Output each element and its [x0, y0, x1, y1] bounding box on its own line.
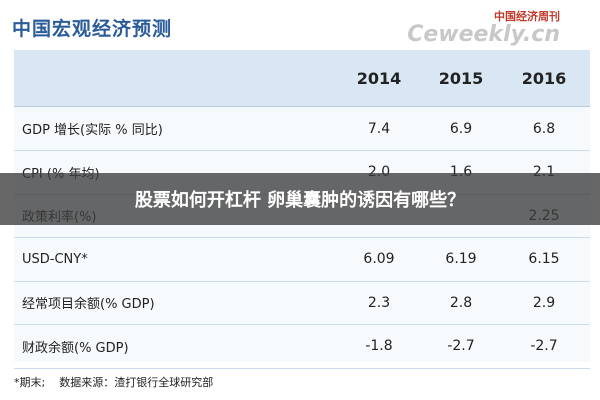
column-header: 2015 [438, 68, 484, 88]
table-row: 财政余额(% GDP) -1.8 -2.7 -2.7 [14, 325, 590, 369]
watermark-cn: 中国经济周刊 [494, 10, 560, 23]
column-header: 2016 [521, 68, 567, 88]
banner[interactable]: 股票如何开杠杆 卵巢囊肿的诱因有哪些？ [0, 173, 600, 225]
cell-value: -1.8 [365, 338, 393, 354]
row-label: USD-CNY* [22, 251, 88, 267]
cell-value: 6.19 [445, 251, 477, 267]
table-row: USD-CNY* 6.09 6.19 6.15 [14, 238, 590, 282]
cell-value: 7.4 [367, 120, 391, 137]
cell-value: 2.9 [532, 294, 556, 311]
cell-value: 2.8 [449, 294, 473, 311]
table-row: 经常项目余额(% GDP) 2.3 2.8 2.9 [14, 281, 590, 325]
row-label: GDP 增长(实际 % 同比) [22, 123, 163, 138]
cell-value: -2.7 [447, 338, 475, 354]
cell-value: 6.9 [449, 120, 473, 137]
row-label: 财政余额(% GDP) [22, 340, 129, 356]
cell-value: -2.7 [530, 338, 558, 354]
watermark: 中国经济周刊 Ceweekly.cn [407, 8, 560, 46]
row-label: 经常项目余额(% GDP) [22, 297, 155, 312]
cell-value: 6.8 [532, 120, 556, 137]
cell-value: 6.09 [363, 251, 395, 267]
footnote: *期末; 数据来源：渣打银行全球研究部 [14, 376, 214, 389]
title: 中国宏观经济预测 [12, 18, 173, 40]
table-row: GDP 增长(实际 % 同比) 7.4 6.9 6.8 [14, 107, 590, 151]
cell-value: 6.15 [528, 251, 560, 267]
header-row: 2014 2015 2016 [14, 50, 590, 107]
watermark-en: Ceweekly.cn [407, 22, 560, 47]
cell-value: 2.3 [367, 294, 391, 311]
column-header: 2014 [356, 68, 402, 88]
